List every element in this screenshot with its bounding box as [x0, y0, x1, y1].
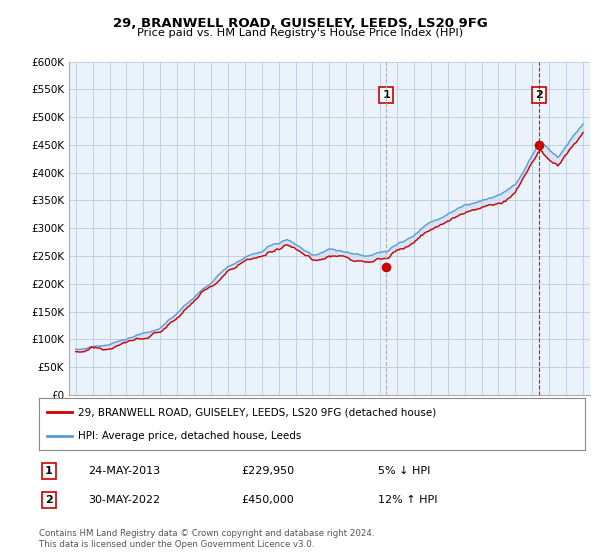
Text: Price paid vs. HM Land Registry's House Price Index (HPI): Price paid vs. HM Land Registry's House … — [137, 28, 463, 38]
Text: £450,000: £450,000 — [241, 495, 294, 505]
Text: 5% ↓ HPI: 5% ↓ HPI — [377, 466, 430, 476]
Text: 2: 2 — [535, 90, 543, 100]
Text: 12% ↑ HPI: 12% ↑ HPI — [377, 495, 437, 505]
Text: 29, BRANWELL ROAD, GUISELEY, LEEDS, LS20 9FG: 29, BRANWELL ROAD, GUISELEY, LEEDS, LS20… — [113, 17, 487, 30]
Text: 24-MAY-2013: 24-MAY-2013 — [88, 466, 160, 476]
Point — [382, 263, 391, 272]
Point — [535, 141, 544, 150]
Text: Contains HM Land Registry data © Crown copyright and database right 2024.
This d: Contains HM Land Registry data © Crown c… — [39, 529, 374, 549]
Text: 2: 2 — [45, 495, 53, 505]
Text: 30-MAY-2022: 30-MAY-2022 — [88, 495, 160, 505]
Text: HPI: Average price, detached house, Leeds: HPI: Average price, detached house, Leed… — [79, 431, 302, 441]
Text: 29, BRANWELL ROAD, GUISELEY, LEEDS, LS20 9FG (detached house): 29, BRANWELL ROAD, GUISELEY, LEEDS, LS20… — [79, 407, 437, 417]
Text: £229,950: £229,950 — [241, 466, 294, 476]
Text: 1: 1 — [45, 466, 53, 476]
Text: 1: 1 — [383, 90, 390, 100]
